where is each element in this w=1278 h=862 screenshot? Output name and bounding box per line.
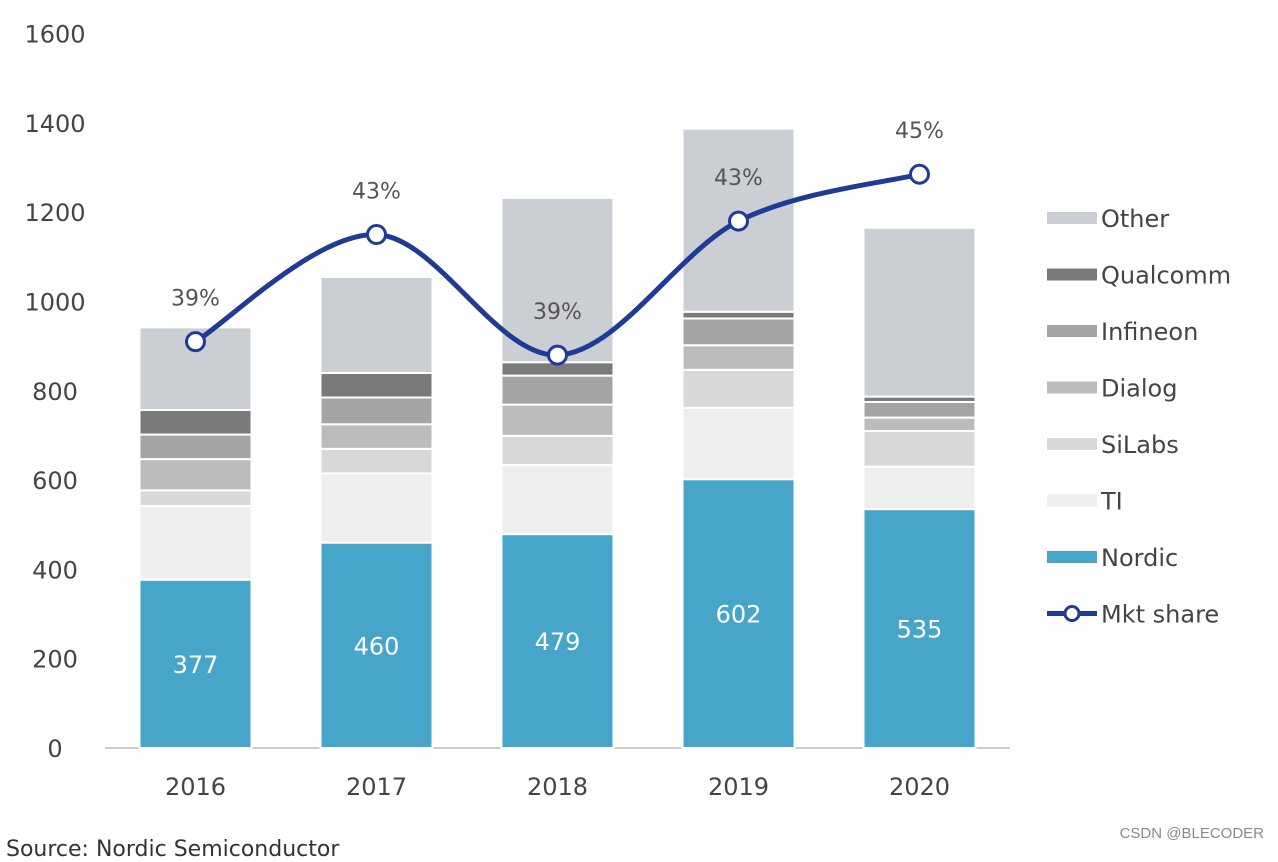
nordic-value-label: 602: [716, 601, 762, 629]
legend-swatch-other: [1047, 212, 1097, 224]
legend-label: TI: [1100, 488, 1123, 516]
bar-segment-ti-2017: [319, 472, 434, 544]
bar-segment-ti-2016: [138, 504, 253, 581]
bar-segment-silabs-2016: [138, 489, 253, 507]
bar-segment-ti-2018: [500, 463, 615, 536]
y-tick-label: 1200: [24, 199, 85, 227]
nordic-value-label: 377: [173, 651, 219, 679]
bar-segment-other-2018: [500, 196, 615, 364]
y-tick-label: 200: [32, 646, 78, 674]
y-tick-label: 600: [32, 467, 78, 495]
bar-segment-nordic-2016: [138, 578, 253, 749]
bar-segment-infineon-2019: [681, 317, 796, 347]
x-tick-label: 2017: [346, 773, 407, 801]
legend-label: SiLabs: [1101, 431, 1179, 459]
bar-segment-nordic-2018: [500, 533, 615, 750]
market-share-label: 43%: [714, 166, 763, 191]
legend-swatch-silabs: [1047, 438, 1097, 450]
legend-label: Infineon: [1101, 318, 1198, 346]
market-share-label: 39%: [171, 287, 220, 312]
bar-segment-infineon-2020: [862, 400, 977, 419]
legend-label: Nordic: [1101, 544, 1178, 572]
bar-segment-ti-2019: [681, 406, 796, 481]
y-tick-label: 800: [32, 378, 78, 406]
legend-swatch-marker: [1063, 605, 1081, 622]
legend-label: Dialog: [1101, 375, 1177, 403]
legend-swatch-qualcomm: [1047, 268, 1097, 281]
bar-segment-qualcomm-2016: [138, 408, 253, 436]
bar-segment-qualcomm-2019: [681, 310, 796, 320]
legend-label: Mkt share: [1101, 601, 1219, 629]
x-tick-label: 2018: [527, 773, 588, 801]
market-share-point: [185, 331, 206, 353]
watermark: CSDN @BLECODER: [1119, 825, 1264, 842]
y-tick-label: 1400: [24, 110, 85, 138]
bar-segment-silabs-2019: [681, 368, 796, 409]
legend-swatch-nordic: [1047, 551, 1097, 563]
nordic-value-label: 460: [354, 632, 400, 660]
bar-segment-other-2020: [862, 226, 977, 398]
x-tick-label: 2020: [889, 773, 950, 801]
legend-label: Qualcomm: [1101, 262, 1231, 290]
market-share-point: [909, 163, 930, 185]
nordic-value-label: 479: [535, 628, 581, 656]
bar-segment-ti-2020: [862, 465, 977, 511]
bar-segment-dialog-2017: [319, 423, 434, 450]
y-tick-label: 400: [32, 556, 78, 584]
y-tick-label: 1000: [24, 289, 85, 317]
bar-segment-dialog-2016: [138, 458, 253, 492]
bar-segment-dialog-2018: [500, 403, 615, 437]
legend-label: Other: [1101, 205, 1169, 233]
market-share-label: 43%: [352, 180, 401, 205]
bar-segment-nordic-2019: [681, 478, 796, 749]
x-tick-label: 2019: [708, 773, 769, 801]
bar-segment-dialog-2019: [681, 344, 796, 371]
x-tick-label: 2016: [165, 773, 226, 801]
bar-segment-silabs-2017: [319, 447, 434, 475]
bar-segment-silabs-2020: [862, 429, 977, 468]
y-tick-label: 1600: [24, 21, 85, 49]
bar-segment-silabs-2018: [500, 434, 615, 466]
market-share-point: [366, 224, 387, 246]
legend-swatch-dialog: [1047, 381, 1097, 394]
nordic-value-label: 535: [897, 616, 943, 644]
market-share-label: 45%: [895, 119, 944, 144]
legend-swatch-ti: [1047, 494, 1097, 507]
bar-segment-infineon-2016: [138, 433, 253, 461]
legend-swatch-infineon: [1047, 325, 1097, 337]
market-share-point: [547, 344, 568, 366]
y-tick-label: 0: [47, 735, 62, 763]
bar-segment-nordic-2020: [862, 508, 977, 749]
bar-segment-qualcomm-2017: [319, 371, 434, 399]
market-share-point: [728, 210, 749, 232]
market-share-label: 39%: [533, 300, 582, 325]
bar-segment-other-2017: [319, 275, 434, 374]
bar-segment-infineon-2017: [319, 396, 434, 426]
bar-segment-infineon-2018: [500, 374, 615, 406]
bar-segment-dialog-2020: [862, 416, 977, 432]
